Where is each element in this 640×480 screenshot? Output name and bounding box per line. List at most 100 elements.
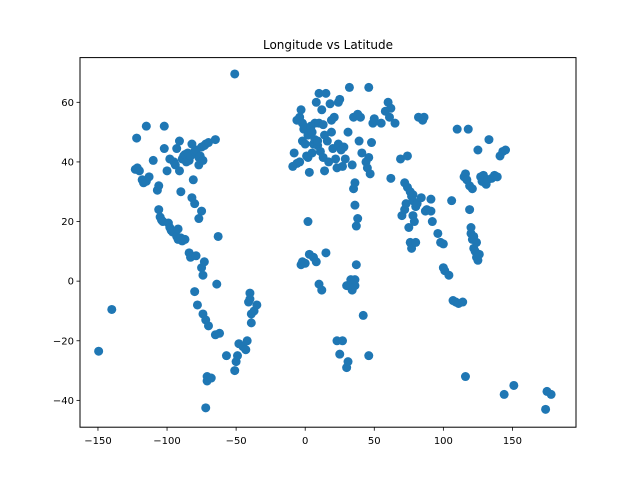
data-point [201,403,211,413]
data-point [313,136,323,146]
data-point [317,105,327,115]
data-point [241,345,251,355]
x-tick-label: 50 [368,436,381,447]
x-tick-label: 150 [503,436,522,447]
data-point [338,161,348,171]
data-point [203,321,213,331]
data-point [300,139,310,149]
data-point [351,221,361,231]
x-tick-label: −50 [226,436,247,447]
data-point [452,124,462,134]
data-point [465,205,475,215]
data-point [321,248,331,258]
data-point [339,142,349,152]
data-point [546,389,556,399]
data-point [197,206,207,216]
data-point [364,152,374,162]
data-point [300,258,310,268]
data-point [364,351,374,361]
data-point [191,251,201,261]
data-point [426,206,436,216]
data-point [198,270,208,280]
data-point [215,328,225,338]
data-point [252,300,262,310]
data-point [134,166,144,176]
data-point [324,157,334,167]
data-point [206,373,216,383]
data-point [369,114,379,124]
data-point [347,160,357,170]
data-point [499,389,509,399]
data-point [331,154,341,164]
y-tick-label: −20 [53,336,74,347]
data-point [194,214,204,224]
x-tick-label: 100 [434,436,453,447]
data-point [350,178,360,188]
data-point [402,151,412,161]
data-point [318,120,328,130]
data-point [458,297,468,307]
data-point [326,127,336,137]
y-tick-label: −40 [53,396,74,407]
data-point [467,184,477,194]
data-point [492,172,502,182]
data-point [141,121,151,131]
data-point [174,166,184,176]
data-point [358,310,368,320]
data-point [335,94,345,104]
data-point [438,239,448,249]
data-point [296,105,306,115]
data-point [463,124,473,134]
data-point [325,99,335,109]
data-point [353,214,363,224]
data-point [230,366,240,376]
chart-title: Longitude vs Latitude [263,38,393,52]
data-point [304,167,314,177]
y-tick-label: 20 [61,217,74,228]
data-point [190,199,200,209]
data-point [180,234,190,244]
data-point [509,380,519,390]
data-point [427,217,437,227]
data-point [384,112,394,122]
y-tick-label: 40 [61,157,74,168]
data-point [396,154,406,164]
data-point [190,287,200,297]
data-point [447,196,457,206]
data-point [221,351,231,361]
data-point [401,199,411,209]
data-point [473,145,483,155]
data-point [307,148,317,158]
data-point [376,118,386,128]
data-point [472,237,482,247]
data-point [246,318,256,328]
y-tick-label: 60 [61,98,74,109]
data-point [354,136,364,146]
data-point [213,231,223,241]
data-point [501,145,511,155]
data-point [172,144,182,154]
data-point [444,270,454,280]
data-point [289,148,299,158]
data-point [350,275,360,285]
data-point [365,169,375,179]
data-point [203,138,213,148]
data-point [322,136,332,146]
data-point [210,135,220,145]
data-point [411,237,421,247]
data-point [320,166,330,176]
data-point [198,155,208,165]
data-point [343,127,353,137]
data-point [303,217,313,227]
data-point [233,351,242,361]
data-point [317,285,327,295]
data-point [364,82,374,92]
data-point [386,173,396,183]
data-point [426,194,436,204]
points-layer [94,69,556,414]
data-point [311,257,321,267]
data-point [314,88,324,98]
data-point [295,157,305,167]
